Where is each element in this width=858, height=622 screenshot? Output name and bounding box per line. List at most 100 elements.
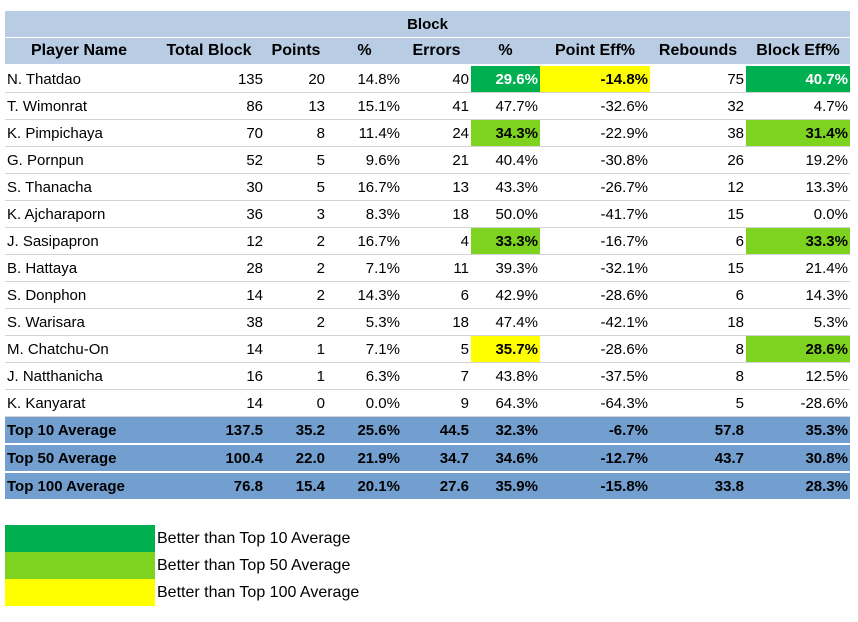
cell-points: 15.4: [265, 472, 327, 501]
cell-rebounds: 33.8: [650, 472, 746, 501]
cell-points-pct: 14.8%: [327, 65, 402, 93]
cell-block-eff: 33.3%: [746, 227, 850, 255]
cell-total-block: 38: [153, 308, 265, 336]
cell-total-block: 135: [153, 65, 265, 93]
legend-swatch: [5, 525, 155, 552]
cell-errors-pct: 42.9%: [471, 281, 540, 309]
cell-total-block: 28: [153, 254, 265, 282]
cell-points: 0: [265, 389, 327, 417]
cell-point-eff: -42.1%: [540, 308, 650, 336]
legend: Better than Top 10 Average Better than To…: [5, 525, 359, 606]
cell-total-block: 100.4: [153, 444, 265, 473]
legend-label: Better than Top 10 Average: [157, 529, 351, 547]
cell-rebounds: 26: [650, 146, 746, 174]
table-row: J. Sasipapron 12 2 16.7% 4 33.3% -16.7% 6 33.3%: [5, 227, 850, 255]
table-row: N. Thatdao 135 20 14.8% 40 29.6% -14.8% 75 40.7%: [5, 65, 850, 93]
cell-point-eff: -37.5%: [540, 362, 650, 390]
table-row: K. Ajcharaporn 36 3 8.3% 18 50.0% -41.7% 15 0.0%: [5, 200, 850, 228]
cell-errors: 24: [402, 119, 471, 147]
cell-player-name: S. Thanacha: [5, 173, 153, 201]
cell-total-block: 70: [153, 119, 265, 147]
block-stats-table: Block Player Name Total Block Points% Error…: [5, 11, 850, 501]
average-row: Top 100 Average 76.8 15.4 20.1% 27.6 35.9% -15…: [5, 472, 850, 501]
cell-points-pct: 25.6%: [327, 416, 402, 445]
legend-item-top50: Better than Top 50 Average: [5, 552, 359, 579]
cell-points-pct: 0.0%: [327, 389, 402, 417]
legend-swatch: [5, 579, 155, 606]
cell-player-name: T. Wimonrat: [5, 92, 153, 120]
cell-errors-pct: 64.3%: [471, 389, 540, 417]
table-row: T. Wimonrat 86 13 15.1% 41 47.7% -32.6% 32 4.7%: [5, 92, 850, 120]
average-row: Top 10 Average 137.5 35.2 25.6% 44.5 32.3% -6.…: [5, 416, 850, 445]
cell-points-pct: 21.9%: [327, 444, 402, 473]
cell-total-block: 12: [153, 227, 265, 255]
cell-rebounds: 15: [650, 254, 746, 282]
cell-point-eff: -28.6%: [540, 281, 650, 309]
cell-rebounds: 6: [650, 281, 746, 309]
cell-player-name: B. Hattaya: [5, 254, 153, 282]
cell-points-pct: 9.6%: [327, 146, 402, 174]
cell-total-block: 52: [153, 146, 265, 174]
cell-points: 1: [265, 362, 327, 390]
column-header-errors[interactable]: Errors: [402, 37, 471, 66]
cell-points: 8: [265, 119, 327, 147]
cell-total-block: 14: [153, 281, 265, 309]
table-row: K. Kanyarat 14 0 0.0% 9 64.3% -64.3% 5 -28.6%: [5, 389, 850, 417]
cell-errors: 18: [402, 200, 471, 228]
cell-point-eff: -12.7%: [540, 444, 650, 473]
cell-points-pct: 15.1%: [327, 92, 402, 120]
cell-player-name: Top 10 Average: [5, 416, 153, 445]
cell-point-eff: -22.9%: [540, 119, 650, 147]
cell-player-name: K. Ajcharaporn: [5, 200, 153, 228]
cell-errors: 11: [402, 254, 471, 282]
column-header-points-pct[interactable]: %: [327, 37, 402, 66]
cell-rebounds: 12: [650, 173, 746, 201]
column-header-point-eff[interactable]: Point Eff%: [540, 37, 650, 66]
cell-point-eff: -64.3%: [540, 389, 650, 417]
cell-errors-pct: 47.4%: [471, 308, 540, 336]
column-header-player-name[interactable]: Player Name: [5, 37, 153, 66]
cell-points: 2: [265, 227, 327, 255]
cell-errors: 9: [402, 389, 471, 417]
table-row: S. Warisara 38 2 5.3% 18 47.4% -42.1% 18 5.3%: [5, 308, 850, 336]
cell-points-pct: 6.3%: [327, 362, 402, 390]
cell-errors: 44.5: [402, 416, 471, 445]
column-header-rebounds[interactable]: Rebounds: [650, 37, 746, 66]
table-row: M. Chatchu-On 14 1 7.1% 5 35.7% -28.6% 8 28.6%: [5, 335, 850, 363]
legend-label: Better than Top 100 Average: [157, 583, 360, 601]
average-row: Top 50 Average 100.4 22.0 21.9% 34.7 34.6% -12…: [5, 444, 850, 473]
cell-point-eff: -41.7%: [540, 200, 650, 228]
cell-errors-pct: 35.9%: [471, 472, 540, 501]
cell-points: 2: [265, 281, 327, 309]
column-header-points[interactable]: Points: [265, 37, 327, 66]
cell-block-eff: 19.2%: [746, 146, 850, 174]
cell-errors: 4: [402, 227, 471, 255]
cell-point-eff: -26.7%: [540, 173, 650, 201]
cell-errors-pct: 32.3%: [471, 416, 540, 445]
cell-errors: 5: [402, 335, 471, 363]
cell-points-pct: 16.7%: [327, 173, 402, 201]
table-row: K. Pimpichaya 70 8 11.4% 24 34.3% -22.9% 38 31.4…: [5, 119, 850, 147]
cell-points: 22.0: [265, 444, 327, 473]
cell-rebounds: 57.8: [650, 416, 746, 445]
title-row: Block: [5, 11, 850, 38]
cell-point-eff: -15.8%: [540, 472, 650, 501]
cell-player-name: Top 50 Average: [5, 444, 153, 473]
cell-points-pct: 8.3%: [327, 200, 402, 228]
cell-errors: 18: [402, 308, 471, 336]
cell-points: 3: [265, 200, 327, 228]
cell-errors-pct: 43.8%: [471, 362, 540, 390]
cell-points-pct: 20.1%: [327, 472, 402, 501]
cell-points-pct: 16.7%: [327, 227, 402, 255]
cell-player-name: M. Chatchu-On: [5, 335, 153, 363]
cell-point-eff: -6.7%: [540, 416, 650, 445]
column-header-block-eff[interactable]: Block Eff%: [746, 37, 850, 66]
cell-errors: 6: [402, 281, 471, 309]
cell-player-name: K. Kanyarat: [5, 389, 153, 417]
cell-points: 5: [265, 173, 327, 201]
cell-point-eff: -32.1%: [540, 254, 650, 282]
column-header-total-block[interactable]: Total Block: [153, 37, 265, 66]
cell-block-eff: -28.6%: [746, 389, 850, 417]
cell-points: 5: [265, 146, 327, 174]
column-header-errors-pct[interactable]: %: [471, 37, 540, 66]
